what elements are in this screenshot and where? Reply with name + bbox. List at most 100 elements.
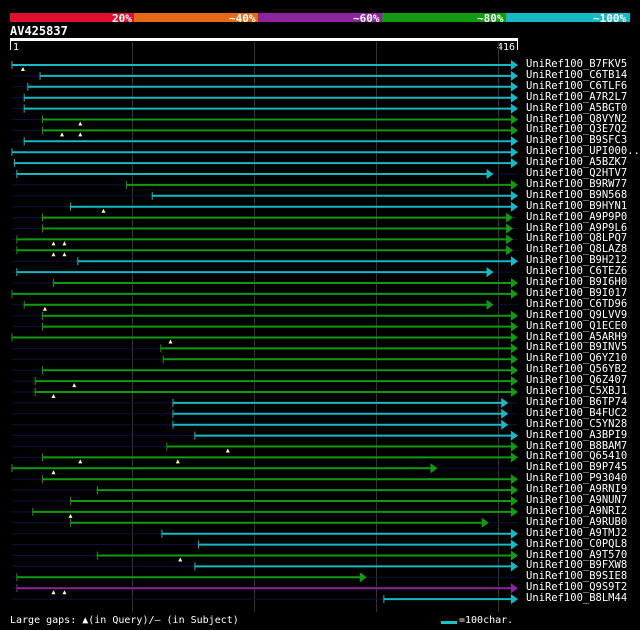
hit-arrowhead bbox=[511, 310, 518, 321]
hit-label[interactable]: UniRef100_A9NRI2 bbox=[526, 504, 628, 517]
hit-label[interactable]: UniRef100_B9SIE8 bbox=[526, 570, 628, 583]
hit-label[interactable]: UniRef100_B9N568 bbox=[526, 188, 628, 201]
ruler-start-label: 1 bbox=[13, 42, 20, 53]
hit-label[interactable]: UniRef100_B7FKV5 bbox=[526, 58, 628, 70]
hit-label[interactable]: UniRef100_B6TP74 bbox=[526, 395, 628, 408]
hit-label[interactable]: UniRef100_Q3E7Q2 bbox=[526, 123, 628, 136]
hit-label[interactable]: UniRef100_Q6YZ10 bbox=[526, 352, 628, 365]
hit-label[interactable]: UniRef100_B8BAM7 bbox=[526, 439, 628, 452]
hit-arrowhead bbox=[511, 147, 518, 158]
hit-label[interactable]: UniRef100_A9TMJ2 bbox=[526, 526, 628, 539]
legend-color-20 bbox=[10, 13, 134, 22]
hit-label[interactable]: UniRef100_C0PQL8 bbox=[526, 537, 628, 550]
query-gap-marker bbox=[78, 459, 83, 464]
legend-label-20: 20% bbox=[112, 12, 132, 25]
hit-label[interactable]: UniRef100_Q8VYN2 bbox=[526, 112, 628, 125]
hit-arrowhead bbox=[511, 114, 518, 125]
hit-label[interactable]: UniRef100_Q1ECE0 bbox=[526, 319, 628, 332]
hit-arrowhead bbox=[511, 496, 518, 506]
query-gap-marker bbox=[62, 252, 67, 257]
hit-label[interactable]: UniRef100_A9T570 bbox=[526, 548, 628, 561]
hit-label[interactable]: UniRef100_A9P9P0 bbox=[526, 210, 628, 223]
hit-label[interactable]: UniRef100_P93040 bbox=[526, 472, 628, 485]
hit-label[interactable]: UniRef100_Q2HTV7 bbox=[526, 167, 628, 179]
hit-arrowhead bbox=[511, 70, 518, 81]
query-id: AV425837 bbox=[10, 24, 68, 38]
hit-arrowhead bbox=[511, 387, 518, 397]
hit-label[interactable]: UniRef100_C5YN28 bbox=[526, 417, 628, 430]
legend-color-40 bbox=[134, 13, 258, 22]
query-gap-marker bbox=[72, 383, 77, 388]
hit-label[interactable]: UniRef100_B4FUC2 bbox=[526, 406, 628, 419]
query-gap-marker bbox=[178, 557, 183, 562]
hit-arrowhead bbox=[486, 299, 494, 310]
hit-label[interactable]: UniRef100_Q56YB2 bbox=[526, 363, 628, 376]
hit-arrowhead bbox=[511, 125, 518, 136]
hit-arrowhead bbox=[511, 60, 518, 70]
hit-label[interactable]: UniRef100_C6TD96 bbox=[526, 297, 628, 310]
legend-color-60 bbox=[258, 13, 382, 22]
hit-label[interactable]: UniRef100_B9P745 bbox=[526, 461, 628, 474]
hit-label[interactable]: UniRef100_C5XBJ1 bbox=[526, 385, 628, 397]
hit-label[interactable]: UniRef100_A5ARH9 bbox=[526, 330, 628, 343]
hit-label[interactable]: UniRef100_Q6Z407 bbox=[526, 374, 628, 387]
query-gap-marker bbox=[62, 241, 67, 246]
hit-label[interactable]: UniRef100_Q8LPQ7 bbox=[526, 232, 628, 245]
hit-arrowhead bbox=[511, 103, 518, 114]
hit-label[interactable]: UniRef100_A7R2L7 bbox=[526, 90, 628, 103]
hit-arrowhead bbox=[486, 169, 494, 179]
hit-arrowhead bbox=[511, 92, 518, 103]
hit-label[interactable]: UniRef100_A9RUB0 bbox=[526, 515, 628, 528]
hit-label[interactable]: UniRef100_B9I017 bbox=[526, 286, 628, 299]
ruler-end-label: 416 bbox=[497, 42, 516, 53]
hit-label[interactable]: UniRef100_Q65410 bbox=[526, 450, 628, 463]
hit-arrowhead bbox=[506, 234, 514, 245]
hit-arrowhead bbox=[511, 365, 518, 376]
hit-arrowhead bbox=[511, 506, 518, 517]
hit-label[interactable]: UniRef100_B8LM44 bbox=[526, 592, 628, 605]
hit-label[interactable]: UniRef100_UPI000.. bbox=[526, 145, 640, 158]
hit-label[interactable]: UniRef100_B9RW77 bbox=[526, 177, 628, 190]
legend-label-80: ~80% bbox=[477, 12, 504, 25]
hit-arrowhead bbox=[501, 408, 509, 419]
hit-label[interactable]: UniRef100_Q8LAZ8 bbox=[526, 243, 628, 256]
legend-label-100: ~100% bbox=[593, 12, 627, 25]
hit-label[interactable]: UniRef100_C6TEZ6 bbox=[526, 265, 628, 278]
hit-label[interactable]: UniRef100_A5BZK7 bbox=[526, 156, 628, 169]
legend-color-80 bbox=[382, 13, 506, 22]
hit-arrowhead bbox=[501, 419, 509, 430]
hit-label[interactable]: UniRef100_B9H212 bbox=[526, 254, 628, 267]
hit-label[interactable]: UniRef100_B9I6H0 bbox=[526, 276, 628, 288]
hit-arrowhead bbox=[511, 528, 518, 539]
hit-arrowhead bbox=[506, 245, 514, 256]
hit-arrowhead bbox=[511, 550, 518, 561]
legend-label-40: ~40% bbox=[229, 12, 256, 25]
hit-label[interactable]: UniRef100_Q9S9T2 bbox=[526, 581, 628, 594]
hit-label[interactable]: UniRef100_Q9LVV9 bbox=[526, 308, 628, 321]
hit-label[interactable]: UniRef100_B9HYN1 bbox=[526, 199, 628, 212]
hit-label[interactable]: UniRef100_B9INV5 bbox=[526, 341, 628, 354]
hit-label[interactable]: UniRef100_A9RNI9 bbox=[526, 483, 628, 496]
hit-label[interactable]: UniRef100_A9NUN7 bbox=[526, 494, 628, 506]
hit-arrowhead bbox=[511, 288, 518, 299]
hit-arrowhead bbox=[511, 354, 518, 365]
query-gap-marker bbox=[51, 394, 56, 398]
hit-arrowhead bbox=[506, 223, 514, 234]
ruler-start-tick bbox=[10, 40, 11, 50]
hit-arrowhead bbox=[506, 212, 514, 223]
hit-label[interactable]: UniRef100_B9SFC3 bbox=[526, 134, 628, 147]
hit-label[interactable]: UniRef100_C6TB14 bbox=[526, 68, 628, 81]
hit-arrowhead bbox=[511, 136, 518, 147]
hit-label[interactable]: UniRef100_A3BPI9 bbox=[526, 428, 628, 441]
hit-arrowhead bbox=[511, 474, 518, 485]
hit-arrowhead bbox=[511, 332, 518, 343]
query-gap-marker bbox=[20, 67, 25, 71]
query-gap-marker bbox=[68, 513, 73, 518]
hit-label[interactable]: UniRef100_C6TLF6 bbox=[526, 79, 628, 92]
hit-arrowhead bbox=[511, 561, 518, 572]
hit-arrowhead bbox=[511, 376, 518, 387]
hit-label[interactable]: UniRef100_B9FXW8 bbox=[526, 559, 628, 572]
hit-label[interactable]: UniRef100_A9P9L6 bbox=[526, 221, 628, 234]
hit-label[interactable]: UniRef100_A5BGT0 bbox=[526, 101, 628, 114]
